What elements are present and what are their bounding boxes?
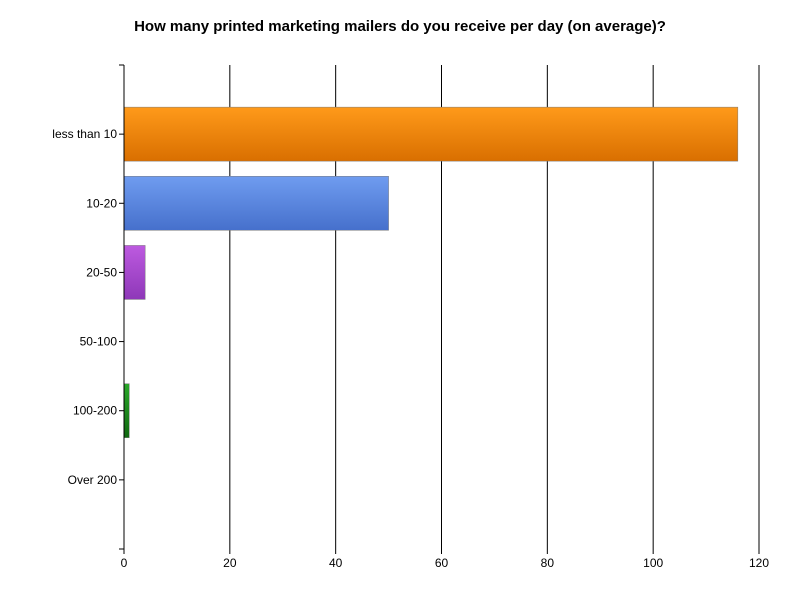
- bar-2: [123, 176, 389, 231]
- y-tick-label: 50-100: [80, 335, 118, 349]
- y-tick-label: less than 10: [52, 127, 117, 141]
- x-tick-label: 60: [435, 556, 449, 570]
- x-tick-label: 80: [541, 556, 555, 570]
- gridlines: [229, 65, 760, 549]
- x-tick-label: 0: [121, 556, 128, 570]
- bars: [123, 106, 739, 438]
- y-tick-label: 10-20: [86, 196, 117, 210]
- axes: 0 20 40 60 80 100 120 less than 10 10-20 20-50 50-…: [52, 64, 769, 570]
- bar-1: [123, 106, 739, 162]
- x-tick-label: 100: [643, 556, 663, 570]
- chart-title: How many printed marketing mailers do yo…: [134, 18, 666, 35]
- y-tick-label: 20-50: [86, 265, 117, 279]
- x-tick-label: 120: [749, 556, 769, 570]
- x-tick-label: 20: [223, 556, 237, 570]
- y-tick-label: 100-200: [73, 404, 117, 418]
- x-tick-label: 40: [329, 556, 343, 570]
- y-tick-label: Over 200: [68, 473, 118, 487]
- bar-3: [123, 245, 146, 300]
- bar-5: [123, 383, 130, 438]
